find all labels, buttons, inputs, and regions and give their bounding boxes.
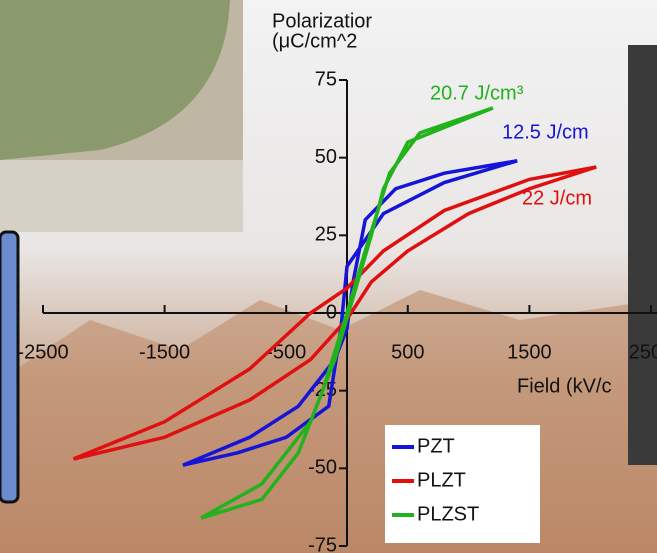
- y-tick-label: -75: [308, 534, 337, 553]
- y-tick-label: 75: [315, 68, 337, 90]
- x-tick-label: 2500: [629, 341, 657, 363]
- x-tick-label: -2500: [17, 341, 68, 363]
- legend-label: PLZT: [417, 469, 466, 491]
- chart: -2500-1500-50050015002500-75-50-25025507…: [0, 0, 657, 553]
- annotation: 20.7 J/cm³: [430, 82, 524, 104]
- y-tick-label: 25: [315, 224, 337, 246]
- ruler: [0, 160, 243, 232]
- y-tick-label: 0: [326, 301, 337, 323]
- y-tick-label: -50: [308, 457, 337, 479]
- x-tick-label: -1500: [139, 341, 190, 363]
- dark-panel: [628, 45, 657, 465]
- x-tick-label: 500: [391, 341, 424, 363]
- annotation: 12.5 J/cm: [502, 121, 589, 143]
- legend-label: PLZST: [417, 503, 479, 525]
- mountains: [0, 290, 657, 553]
- y-axis-label: Polarizatior: [272, 10, 372, 32]
- y-tick-label: 50: [315, 146, 337, 168]
- x-tick-label: 1500: [507, 341, 552, 363]
- x-axis-label: Field (kV/c: [517, 375, 611, 397]
- side-panel: [0, 232, 18, 502]
- y-axis-label: (μC/cm^2: [272, 30, 357, 52]
- legend-label: PZT: [417, 435, 455, 457]
- page: -2500-1500-50050015002500-75-50-25025507…: [0, 0, 657, 553]
- annotation: 22 J/cm: [522, 187, 592, 209]
- x-tick-label: -500: [266, 341, 306, 363]
